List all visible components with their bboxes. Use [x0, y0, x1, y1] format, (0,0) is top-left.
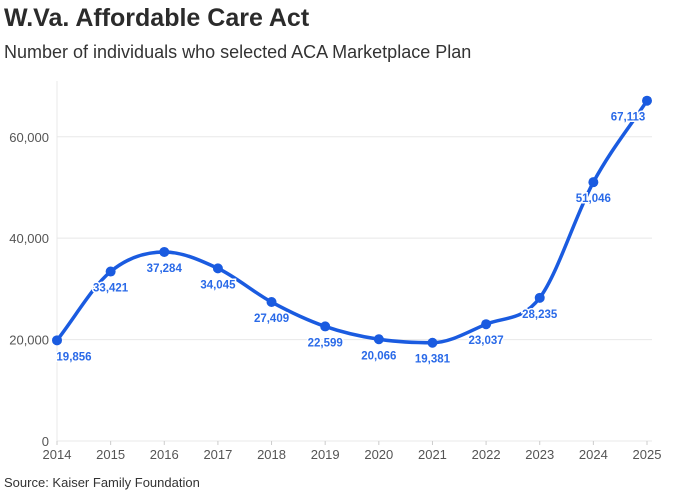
x-tick-label: 2014 [43, 447, 72, 462]
y-tick-label: 40,000 [9, 231, 49, 246]
x-tick-label: 2025 [633, 447, 662, 462]
x-tick-label: 2017 [203, 447, 232, 462]
y-tick-label: 60,000 [9, 130, 49, 145]
y-tick-label: 20,000 [9, 333, 49, 348]
chart-subtitle: Number of individuals who selected ACA M… [4, 42, 472, 62]
x-tick-label: 2018 [257, 447, 286, 462]
data-label: 19,381 [415, 354, 451, 366]
data-label: 28,235 [522, 309, 558, 321]
data-label: 51,046 [576, 193, 611, 205]
x-tick-label: 2020 [364, 447, 393, 462]
data-point [427, 337, 438, 348]
data-label: 22,599 [308, 337, 343, 349]
data-label: 19,856 [56, 351, 91, 363]
chart-title: W.Va. Affordable Care Act [4, 4, 310, 32]
data-label: 20,066 [361, 350, 396, 362]
data-point [159, 246, 170, 257]
data-label: 27,409 [254, 313, 289, 325]
data-label: 37,284 [147, 263, 183, 275]
data-point [373, 334, 384, 345]
data-point [52, 335, 62, 346]
data-point [266, 297, 277, 308]
x-tick-label: 2021 [418, 447, 447, 462]
x-tick-label: 2016 [150, 447, 179, 462]
y-tick-label: 0 [42, 434, 49, 449]
x-tick-label: 2015 [96, 447, 125, 462]
x-tick-label: 2023 [525, 447, 554, 462]
data-point [105, 266, 116, 277]
source-note: Source: Kaiser Family Foundation [4, 475, 200, 490]
data-point [481, 319, 492, 330]
data-point [320, 321, 331, 332]
x-tick-label: 2022 [472, 447, 501, 462]
data-point [534, 292, 545, 303]
x-tick-label: 2019 [311, 447, 340, 462]
data-label: 23,037 [468, 335, 503, 347]
data-point [212, 263, 223, 274]
series-line [55, 98, 649, 345]
data-label: 33,421 [93, 283, 129, 295]
data-point [642, 95, 652, 106]
data-label: 67,113 [611, 112, 646, 124]
data-label: 34,045 [200, 279, 236, 291]
x-tick-label: 2024 [579, 447, 608, 462]
data-point [588, 177, 599, 188]
